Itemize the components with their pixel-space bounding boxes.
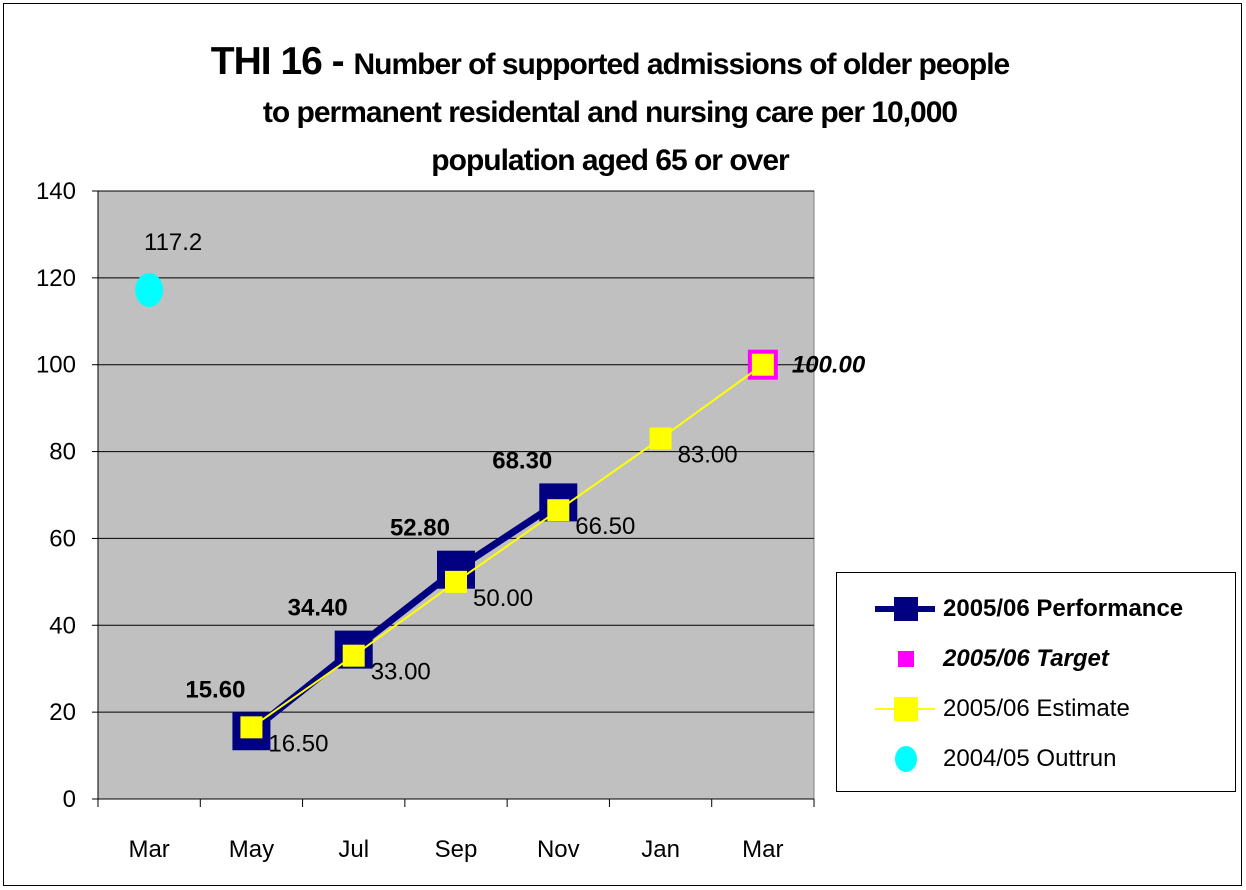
marker-estimate [240, 716, 263, 739]
title-line-1: Number of supported admissions of older … [353, 48, 1010, 81]
marker-estimate [445, 570, 467, 593]
data-label-estimate: 33.00 [371, 659, 431, 686]
legend-symbol-target [898, 651, 914, 667]
data-label-performance: 52.80 [390, 515, 450, 542]
x-tick-label: Jan [641, 836, 680, 863]
y-tick-label: 60 [49, 525, 76, 552]
data-label-outtrun: 117.2 [144, 229, 202, 256]
title-line-3: population aged 65 or over [431, 144, 789, 177]
legend-symbol-outtrun [895, 746, 917, 772]
y-tick-label: 40 [49, 612, 76, 639]
y-tick-label: 20 [49, 699, 76, 726]
data-label-estimate: 66.50 [575, 513, 635, 540]
series-line-estimate [250, 363, 764, 729]
data-label-target: 100.00 [792, 352, 866, 379]
x-tick-label: Mar [742, 836, 783, 863]
legend-item-outtrun: 2004/05 Outtrun [837, 739, 1235, 779]
x-tick-label: Sep [435, 836, 478, 863]
legend-item-performance: 2005/06 Performance [837, 589, 1235, 629]
y-tick-label: 120 [36, 265, 76, 292]
legend-item-estimate: 2005/06 Estimate [837, 689, 1235, 729]
y-tick-label: 100 [36, 352, 76, 379]
data-label-estimate: 83.00 [678, 442, 738, 469]
marker-estimate [649, 427, 672, 450]
title-prefix: THI 16 - [210, 40, 354, 83]
legend-label-estimate: 2005/06 Estimate [943, 695, 1130, 722]
data-label-performance: 15.60 [185, 676, 245, 703]
marker-outtrun [135, 273, 164, 308]
data-label-performance: 68.30 [492, 447, 552, 474]
chart-title: THI 16 - Number of supported admissions … [110, 38, 1110, 185]
legend-label-target: 2005/06 Target [943, 645, 1109, 672]
legend: 2005/06 Performance 2005/06 Target 2005/… [836, 572, 1236, 792]
x-tick-label: Jul [338, 836, 369, 863]
plot-area [97, 190, 815, 800]
x-tick-label: Nov [537, 836, 580, 863]
marker-estimate [547, 499, 570, 522]
x-tick-label: Mar [128, 836, 169, 863]
data-label-estimate: 16.50 [268, 730, 328, 757]
marker-estimate [342, 644, 365, 667]
y-tick-label: 140 [36, 178, 76, 205]
legend-label-outtrun: 2004/05 Outtrun [943, 745, 1117, 772]
legend-symbol-estimate [875, 697, 935, 721]
data-label-performance: 34.40 [288, 595, 348, 622]
legend-label-performance: 2005/06 Performance [943, 595, 1184, 622]
title-line-2: to permanent residental and nursing care… [262, 96, 958, 129]
data-label-estimate: 50.00 [473, 585, 533, 612]
marker-estimate [751, 353, 774, 376]
x-tick-label: May [229, 836, 274, 863]
y-tick-label: 80 [49, 439, 76, 466]
legend-symbol-performance [875, 597, 935, 621]
y-tick-label: 0 [63, 786, 76, 813]
legend-item-target: 2005/06 Target [837, 639, 1235, 679]
